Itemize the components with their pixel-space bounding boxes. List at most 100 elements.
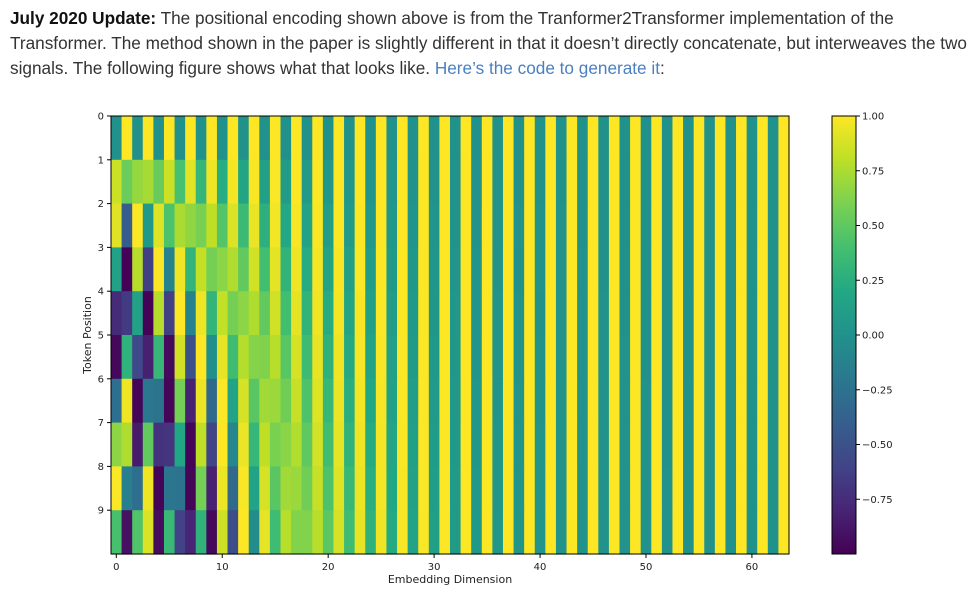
heatmap-cell xyxy=(651,247,663,292)
heatmap-cell xyxy=(375,510,388,555)
heatmap-cell xyxy=(428,116,440,161)
heatmap-cell xyxy=(746,378,758,424)
heatmap-cell xyxy=(312,291,324,336)
heatmap-cell xyxy=(778,203,790,248)
heatmap-cell xyxy=(513,422,525,467)
heatmap-cell xyxy=(163,510,176,555)
heatmap-cell xyxy=(566,466,578,511)
heatmap-cell xyxy=(365,291,377,336)
heatmap-cell xyxy=(757,510,769,555)
heatmap-cell xyxy=(174,203,186,248)
heatmap-cell xyxy=(460,335,472,380)
heatmap-cell xyxy=(386,378,398,424)
heatmap-cell xyxy=(651,159,663,205)
heatmap-cell xyxy=(672,466,684,511)
heatmap-cell xyxy=(259,291,271,336)
heatmap-cell xyxy=(365,203,377,248)
heatmap-cell xyxy=(439,247,451,292)
heatmap-cell xyxy=(174,422,186,467)
heatmap-cell xyxy=(174,116,186,161)
heatmap-cell xyxy=(502,422,515,467)
heatmap-cell xyxy=(322,291,335,336)
heatmap-cell xyxy=(534,422,546,467)
heatmap-cell xyxy=(757,291,769,336)
heatmap-cell xyxy=(121,335,133,380)
heatmap-cell xyxy=(524,291,536,336)
heatmap-cell xyxy=(280,422,292,467)
heatmap-cell xyxy=(206,422,218,467)
heatmap-cell xyxy=(397,466,409,511)
heatmap-cell xyxy=(704,422,716,467)
heatmap-cell xyxy=(185,291,197,336)
heatmap-cell xyxy=(386,291,398,336)
heatmap-cell xyxy=(291,466,303,511)
heatmap-cell xyxy=(365,116,377,161)
heatmap-cell xyxy=(354,116,366,161)
heatmap-cell xyxy=(121,466,133,511)
heatmap-cell xyxy=(259,378,271,424)
heatmap-cell xyxy=(630,247,642,292)
heatmap-cell xyxy=(757,159,769,205)
heatmap-cell xyxy=(407,422,419,467)
heatmap-cell xyxy=(757,378,769,424)
heatmap-cell xyxy=(608,159,621,205)
heatmap-cell xyxy=(630,335,642,380)
heatmap-cell xyxy=(280,203,292,248)
heatmap-cell xyxy=(513,466,525,511)
heatmap-cell xyxy=(280,159,292,205)
heatmap-cell xyxy=(651,422,663,467)
heatmap-cell xyxy=(216,466,229,511)
heatmap-cell xyxy=(301,422,313,467)
heatmap-cell xyxy=(312,159,324,205)
heatmap-cell xyxy=(608,378,621,424)
heatmap-cell xyxy=(672,335,684,380)
generate-code-link[interactable]: Here’s the code to generate it xyxy=(434,58,660,78)
update-heading: July 2020 Update: xyxy=(10,8,157,28)
heatmap-cell xyxy=(312,203,324,248)
heatmap-cell xyxy=(534,291,546,336)
heatmap-cell xyxy=(577,422,589,467)
heatmap-cell xyxy=(767,203,779,248)
heatmap-cell xyxy=(407,378,419,424)
heatmap-cell xyxy=(121,159,133,205)
heatmap-cell xyxy=(259,116,271,161)
heatmap-cell xyxy=(502,291,515,336)
heatmap-cell xyxy=(598,422,610,467)
heatmap-cell xyxy=(407,335,419,380)
heatmap-cell xyxy=(301,466,313,511)
heatmap-cell xyxy=(672,116,684,161)
heatmap-cell xyxy=(111,203,123,248)
heatmap-cell xyxy=(227,247,239,292)
colorbar-tick-label: −0.25 xyxy=(862,385,893,396)
heatmap-cell xyxy=(661,466,674,511)
heatmap-cell xyxy=(651,466,663,511)
heatmap-cell xyxy=(577,335,589,380)
heatmap-cell xyxy=(238,466,250,511)
heatmap-cell xyxy=(524,378,536,424)
heatmap-cell xyxy=(704,203,716,248)
heatmap-cell xyxy=(608,466,621,511)
heatmap-cell xyxy=(153,510,165,555)
heatmap-cell xyxy=(354,422,366,467)
heatmap-cell xyxy=(566,378,578,424)
heatmap-cell xyxy=(513,116,525,161)
heatmap-cell xyxy=(195,159,207,205)
heatmap-cell xyxy=(736,247,748,292)
heatmap-cell xyxy=(354,159,366,205)
heatmap-cell xyxy=(365,466,377,511)
heatmap-cell xyxy=(195,466,207,511)
y-tick-label: 2 xyxy=(98,199,104,210)
heatmap-cell xyxy=(736,378,748,424)
heatmap-cell xyxy=(598,510,610,555)
heatmap-cell xyxy=(471,203,483,248)
heatmap-cell xyxy=(598,378,610,424)
heatmap-cell xyxy=(651,203,663,248)
heatmap-cell xyxy=(142,378,154,424)
heatmap-cell xyxy=(577,510,589,555)
heatmap-cell xyxy=(269,116,282,161)
heatmap-cell xyxy=(736,116,748,161)
y-tick-label: 9 xyxy=(98,506,104,517)
heatmap-cell xyxy=(407,466,419,511)
heatmap-cell xyxy=(492,466,504,511)
heatmap-cell xyxy=(111,378,123,424)
